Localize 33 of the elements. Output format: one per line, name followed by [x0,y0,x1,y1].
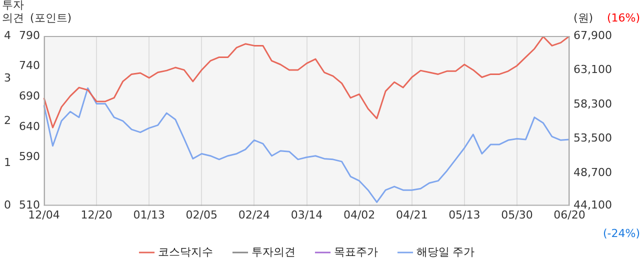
y-tick-label: 690 [18,90,40,102]
y-tick-label: 590 [18,150,40,164]
y2-tick-label: 58,300 [574,97,612,110]
y3-tick-label: 0 [4,198,11,212]
y-axis-title: (포인트) [30,11,72,24]
x-tick-label: 05/13 [448,208,480,222]
x-tick-label: 02/05 [186,208,218,222]
text: (16%) [606,11,640,24]
legend-label: 해당일 주가 [416,245,475,258]
y3-tick-label: 2 [4,114,11,127]
y3-tick-label: 4 [4,28,11,42]
y-tick-label: 740 [18,59,40,72]
y2-tick-label: 67,900 [574,28,612,42]
y-tick-label: 640 [18,120,40,133]
legend-label: 코스닥지수 [158,245,213,258]
y3-tick-label: 1 [4,156,11,170]
legend-label: 목표주가 [334,245,378,258]
x-tick-label: 04/21 [396,208,428,222]
y2-axis-title: (원) [574,11,594,24]
x-tick-label: 04/02 [343,208,376,222]
x-tick-label: 03/14 [290,208,323,222]
y3-axis-title: 투자 의견 [2,0,24,24]
y-tick-label: 790 [18,28,40,42]
y2-tick-label: 48,700 [574,166,612,179]
y2-tick-label: 53,500 [574,132,612,145]
legend-label: 투자의견 [251,245,296,258]
x-tick-label: 12/20 [80,208,112,222]
x-tick-label: 05/30 [501,208,533,222]
text: (-24%) [602,227,640,240]
y3-tick-label: 3 [4,71,11,84]
x-tick-label: 01/13 [133,208,165,222]
y2-tick-label: 63,100 [574,63,612,76]
x-tick-label: 02/24 [238,208,270,222]
